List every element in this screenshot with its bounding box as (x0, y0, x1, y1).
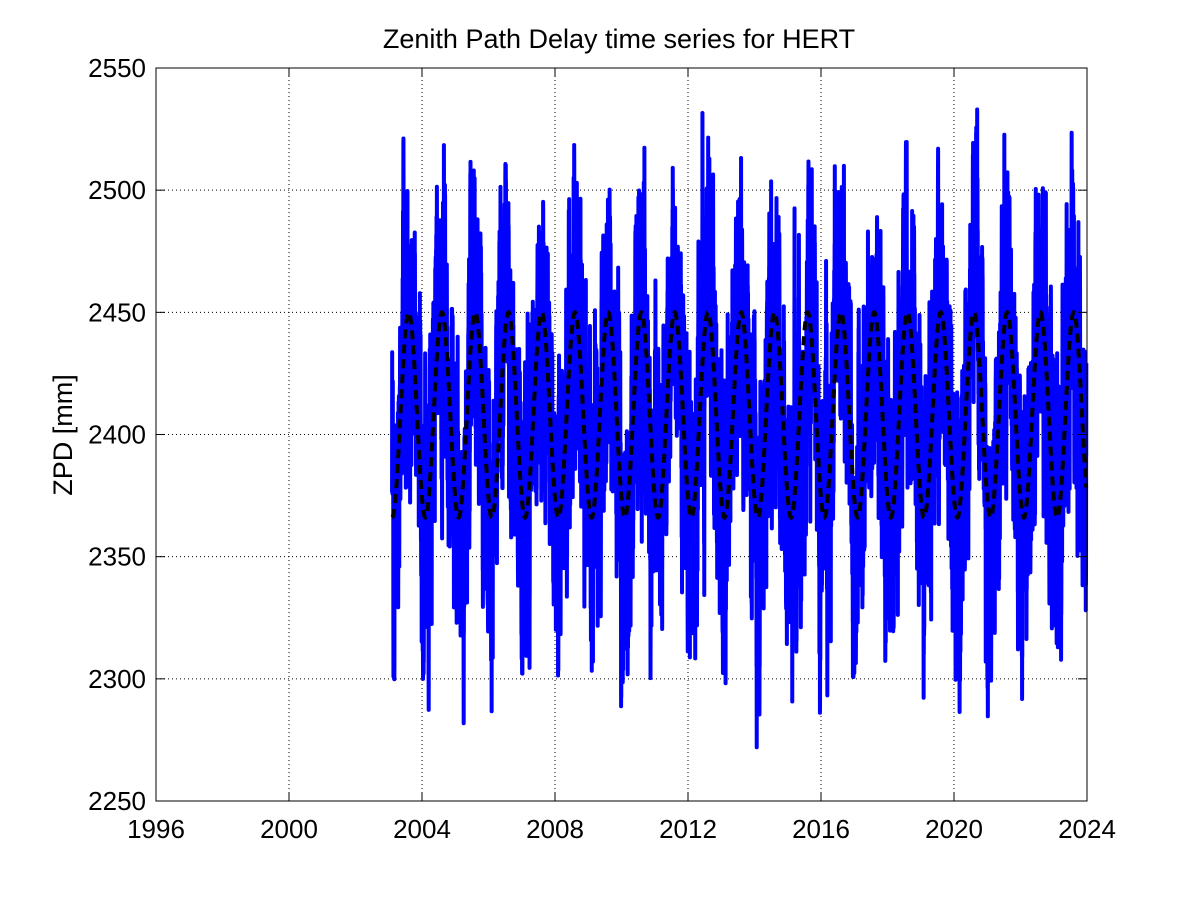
zpd-seasonal-model-series (390, 310, 1089, 520)
y-axis-label: ZPD [mm] (48, 374, 78, 496)
y-tick-label: 2300 (88, 664, 146, 694)
y-tick-label: 2250 (88, 786, 146, 816)
y-tick-label: 2450 (88, 297, 146, 327)
plot-area-frame (155, 67, 1088, 802)
x-tick-label: 2004 (393, 814, 451, 844)
zpd-observed-line (390, 107, 1089, 750)
x-tick-label: 1996 (127, 814, 185, 844)
y-tick-label: 2350 (88, 542, 146, 572)
y-tick-label: 2400 (88, 420, 146, 450)
y-tick-label: 2550 (88, 53, 146, 83)
x-tick-label: 2012 (659, 814, 717, 844)
x-tick-label: 2024 (1058, 814, 1116, 844)
x-tick-label: 2016 (792, 814, 850, 844)
x-tick-label: 2020 (925, 814, 983, 844)
x-tick-label: 2000 (260, 814, 318, 844)
zpd-observed-series (390, 107, 1089, 750)
y-tick-label: 2500 (88, 175, 146, 205)
x-tick-label: 2008 (526, 814, 584, 844)
x-tick-labels: 1996 2000 2004 2008 2012 2016 2020 2024 (127, 814, 1116, 844)
y-tick-labels: 2250 2300 2350 2400 2450 2500 2550 (88, 53, 146, 816)
chart-title: Zenith Path Delay time series for HERT (383, 24, 855, 54)
zpd-seasonal-model-line (390, 310, 1089, 520)
